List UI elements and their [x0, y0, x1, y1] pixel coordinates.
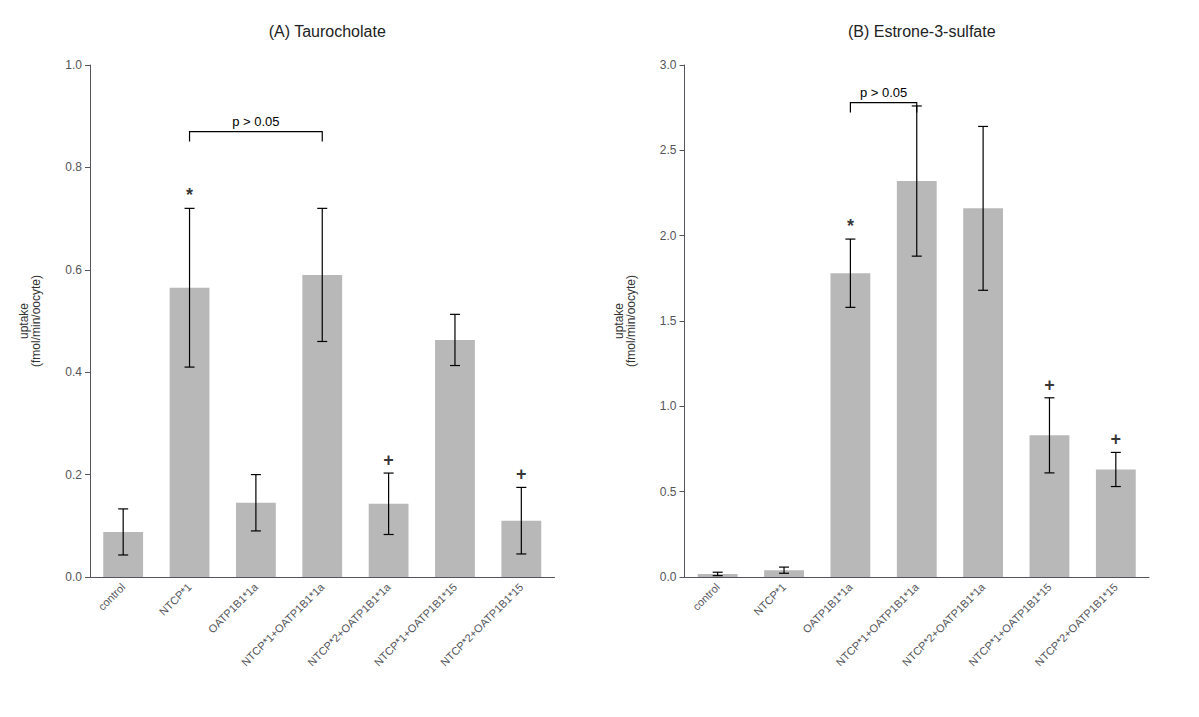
- svg-text:OATP1B1*1a: OATP1B1*1a: [800, 580, 855, 635]
- svg-text:0.8: 0.8: [65, 160, 82, 174]
- svg-text:0.0: 0.0: [65, 570, 82, 584]
- svg-text:NTCP*2+OATP1B1*15: NTCP*2+OATP1B1*15: [1033, 581, 1121, 669]
- svg-text:NTCP*2+OATP1B1*1a: NTCP*2+OATP1B1*1a: [899, 580, 988, 669]
- svg-text:+: +: [1111, 429, 1122, 449]
- svg-text:1.5: 1.5: [660, 314, 677, 328]
- svg-text:uptake: uptake: [611, 303, 626, 339]
- svg-text:NTCP*1+OATP1B1*1a: NTCP*1+OATP1B1*1a: [238, 580, 327, 669]
- svg-text:1.0: 1.0: [660, 399, 677, 413]
- svg-text:control: control: [690, 581, 722, 613]
- svg-text:2.5: 2.5: [660, 143, 677, 157]
- svg-text:NTCP*1+OATP1B1*1a: NTCP*1+OATP1B1*1a: [833, 580, 921, 669]
- svg-text:0.4: 0.4: [65, 365, 82, 379]
- svg-text:+: +: [516, 464, 527, 484]
- svg-text:0.0: 0.0: [660, 570, 677, 584]
- svg-text:(B) Estrone-3-sulfate: (B) Estrone-3-sulfate: [848, 23, 996, 40]
- svg-text:NTCP*1+OATP1B1*15: NTCP*1+OATP1B1*15: [966, 580, 1054, 669]
- svg-text:+: +: [1044, 375, 1055, 395]
- svg-text:0.6: 0.6: [65, 263, 82, 277]
- svg-text:p > 0.05: p > 0.05: [232, 114, 279, 129]
- svg-text:3.0: 3.0: [660, 58, 677, 72]
- svg-text:*: *: [186, 185, 193, 205]
- svg-text:NTCP*1+OATP1B1*15: NTCP*1+OATP1B1*15: [371, 580, 460, 669]
- svg-text:p > 0.05: p > 0.05: [860, 85, 907, 100]
- svg-text:(fmol/min/oocyte): (fmol/min/oocyte): [29, 275, 43, 367]
- svg-text:*: *: [847, 216, 854, 236]
- svg-text:2.0: 2.0: [660, 229, 677, 243]
- svg-text:NTCP*2+OATP1B1*15: NTCP*2+OATP1B1*15: [438, 581, 526, 669]
- svg-text:NTCP*2+OATP1B1*1a: NTCP*2+OATP1B1*1a: [305, 580, 393, 669]
- svg-text:(fmol/min/oocyte): (fmol/min/oocyte): [624, 275, 638, 367]
- svg-text:(A) Taurocholate: (A) Taurocholate: [269, 23, 386, 40]
- svg-text:control: control: [96, 581, 128, 613]
- svg-text:OATP1B1*1a: OATP1B1*1a: [206, 580, 261, 635]
- svg-text:NTCP*1: NTCP*1: [157, 581, 194, 618]
- svg-text:1.0: 1.0: [65, 58, 82, 72]
- svg-text:uptake: uptake: [17, 303, 31, 339]
- svg-text:+: +: [383, 450, 394, 470]
- svg-text:0.2: 0.2: [65, 468, 82, 482]
- svg-text:NTCP*1: NTCP*1: [751, 581, 788, 618]
- svg-text:0.5: 0.5: [660, 485, 677, 499]
